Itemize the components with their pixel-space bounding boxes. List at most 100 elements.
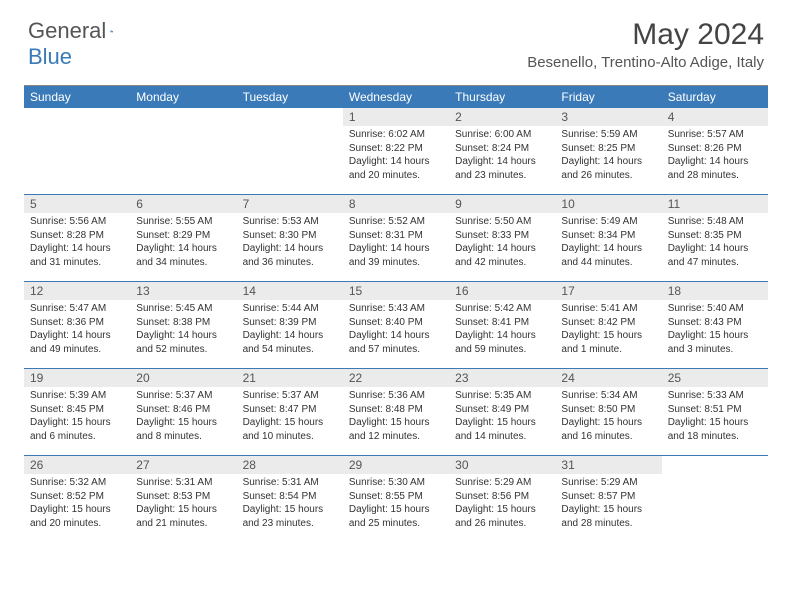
day-body: Sunrise: 5:31 AMSunset: 8:54 PMDaylight:… xyxy=(237,474,343,534)
sunrise-line: Sunrise: 5:45 AM xyxy=(136,302,230,316)
daylight-line-2: and 26 minutes. xyxy=(561,169,655,183)
sunrise-line: Sunrise: 5:31 AM xyxy=(243,476,337,490)
daylight-line-2: and 3 minutes. xyxy=(668,343,762,357)
sail-icon xyxy=(110,23,113,39)
daylight-line-2: and 39 minutes. xyxy=(349,256,443,270)
day-cell: 14Sunrise: 5:44 AMSunset: 8:39 PMDayligh… xyxy=(237,282,343,368)
day-body: Sunrise: 6:00 AMSunset: 8:24 PMDaylight:… xyxy=(449,126,555,186)
logo-subline: Blue xyxy=(28,44,72,70)
day-number: 15 xyxy=(343,282,449,300)
day-cell: 30Sunrise: 5:29 AMSunset: 8:56 PMDayligh… xyxy=(449,456,555,542)
sunset-line: Sunset: 8:41 PM xyxy=(455,316,549,330)
sunset-line: Sunset: 8:48 PM xyxy=(349,403,443,417)
sunset-line: Sunset: 8:51 PM xyxy=(668,403,762,417)
day-body: Sunrise: 5:32 AMSunset: 8:52 PMDaylight:… xyxy=(24,474,130,534)
day-number: 20 xyxy=(130,369,236,387)
day-body: Sunrise: 5:45 AMSunset: 8:38 PMDaylight:… xyxy=(130,300,236,360)
daylight-line-1: Daylight: 14 hours xyxy=(349,329,443,343)
day-body: Sunrise: 5:37 AMSunset: 8:47 PMDaylight:… xyxy=(237,387,343,447)
day-number: 13 xyxy=(130,282,236,300)
sunset-line: Sunset: 8:55 PM xyxy=(349,490,443,504)
daylight-line-2: and 18 minutes. xyxy=(668,430,762,444)
daylight-line-1: Daylight: 15 hours xyxy=(136,416,230,430)
sunrise-line: Sunrise: 5:47 AM xyxy=(30,302,124,316)
calendar-grid: ...1Sunrise: 6:02 AMSunset: 8:22 PMDayli… xyxy=(24,108,768,542)
day-number: 21 xyxy=(237,369,343,387)
weekday-tue: Tuesday xyxy=(237,86,343,108)
sunset-line: Sunset: 8:47 PM xyxy=(243,403,337,417)
weekday-row: Sunday Monday Tuesday Wednesday Thursday… xyxy=(24,86,768,108)
day-body: Sunrise: 5:50 AMSunset: 8:33 PMDaylight:… xyxy=(449,213,555,273)
daylight-line-2: and 34 minutes. xyxy=(136,256,230,270)
logo-text-blue: Blue xyxy=(28,44,72,69)
sunset-line: Sunset: 8:45 PM xyxy=(30,403,124,417)
daylight-line-1: Daylight: 14 hours xyxy=(30,329,124,343)
daylight-line-1: Daylight: 14 hours xyxy=(243,242,337,256)
sunrise-line: Sunrise: 5:33 AM xyxy=(668,389,762,403)
daylight-line-1: Daylight: 14 hours xyxy=(30,242,124,256)
day-body: Sunrise: 5:48 AMSunset: 8:35 PMDaylight:… xyxy=(662,213,768,273)
daylight-line-2: and 42 minutes. xyxy=(455,256,549,270)
day-body: Sunrise: 5:49 AMSunset: 8:34 PMDaylight:… xyxy=(555,213,661,273)
day-number: 6 xyxy=(130,195,236,213)
day-cell: 7Sunrise: 5:53 AMSunset: 8:30 PMDaylight… xyxy=(237,195,343,281)
day-number: 19 xyxy=(24,369,130,387)
daylight-line-1: Daylight: 14 hours xyxy=(668,155,762,169)
day-cell: 9Sunrise: 5:50 AMSunset: 8:33 PMDaylight… xyxy=(449,195,555,281)
logo: General xyxy=(28,18,132,44)
sunset-line: Sunset: 8:40 PM xyxy=(349,316,443,330)
sunset-line: Sunset: 8:29 PM xyxy=(136,229,230,243)
day-body: Sunrise: 5:59 AMSunset: 8:25 PMDaylight:… xyxy=(555,126,661,186)
day-cell: 8Sunrise: 5:52 AMSunset: 8:31 PMDaylight… xyxy=(343,195,449,281)
calendar-week: 19Sunrise: 5:39 AMSunset: 8:45 PMDayligh… xyxy=(24,368,768,455)
day-body: Sunrise: 5:52 AMSunset: 8:31 PMDaylight:… xyxy=(343,213,449,273)
day-number: 18 xyxy=(662,282,768,300)
weekday-wed: Wednesday xyxy=(343,86,449,108)
day-number: 16 xyxy=(449,282,555,300)
day-number: 22 xyxy=(343,369,449,387)
sunrise-line: Sunrise: 5:37 AM xyxy=(136,389,230,403)
daylight-line-1: Daylight: 15 hours xyxy=(30,416,124,430)
day-number: 29 xyxy=(343,456,449,474)
daylight-line-2: and 28 minutes. xyxy=(668,169,762,183)
calendar-week: 26Sunrise: 5:32 AMSunset: 8:52 PMDayligh… xyxy=(24,455,768,542)
day-number: 3 xyxy=(555,108,661,126)
location-text: Besenello, Trentino-Alto Adige, Italy xyxy=(527,54,764,71)
sunrise-line: Sunrise: 5:59 AM xyxy=(561,128,655,142)
daylight-line-2: and 6 minutes. xyxy=(30,430,124,444)
calendar-week: ...1Sunrise: 6:02 AMSunset: 8:22 PMDayli… xyxy=(24,108,768,194)
daylight-line-2: and 25 minutes. xyxy=(349,517,443,531)
day-body xyxy=(237,126,343,132)
sunrise-line: Sunrise: 5:52 AM xyxy=(349,215,443,229)
sunset-line: Sunset: 8:24 PM xyxy=(455,142,549,156)
sunset-line: Sunset: 8:39 PM xyxy=(243,316,337,330)
day-cell: 15Sunrise: 5:43 AMSunset: 8:40 PMDayligh… xyxy=(343,282,449,368)
day-cell: 28Sunrise: 5:31 AMSunset: 8:54 PMDayligh… xyxy=(237,456,343,542)
day-number: 31 xyxy=(555,456,661,474)
day-cell: 23Sunrise: 5:35 AMSunset: 8:49 PMDayligh… xyxy=(449,369,555,455)
day-body: Sunrise: 5:56 AMSunset: 8:28 PMDaylight:… xyxy=(24,213,130,273)
sunset-line: Sunset: 8:38 PM xyxy=(136,316,230,330)
day-cell: . xyxy=(24,108,130,194)
daylight-line-2: and 21 minutes. xyxy=(136,517,230,531)
day-number: 9 xyxy=(449,195,555,213)
day-body: Sunrise: 5:39 AMSunset: 8:45 PMDaylight:… xyxy=(24,387,130,447)
sunrise-line: Sunrise: 5:30 AM xyxy=(349,476,443,490)
sunset-line: Sunset: 8:52 PM xyxy=(30,490,124,504)
daylight-line-1: Daylight: 14 hours xyxy=(349,155,443,169)
daylight-line-1: Daylight: 15 hours xyxy=(349,416,443,430)
day-cell: 1Sunrise: 6:02 AMSunset: 8:22 PMDaylight… xyxy=(343,108,449,194)
day-body: Sunrise: 5:43 AMSunset: 8:40 PMDaylight:… xyxy=(343,300,449,360)
day-cell: 3Sunrise: 5:59 AMSunset: 8:25 PMDaylight… xyxy=(555,108,661,194)
daylight-line-2: and 36 minutes. xyxy=(243,256,337,270)
day-number: 7 xyxy=(237,195,343,213)
header: General May 2024 Besenello, Trentino-Alt… xyxy=(0,0,792,79)
sunrise-line: Sunrise: 5:42 AM xyxy=(455,302,549,316)
daylight-line-2: and 49 minutes. xyxy=(30,343,124,357)
daylight-line-2: and 54 minutes. xyxy=(243,343,337,357)
sunset-line: Sunset: 8:42 PM xyxy=(561,316,655,330)
sunset-line: Sunset: 8:46 PM xyxy=(136,403,230,417)
day-cell: 5Sunrise: 5:56 AMSunset: 8:28 PMDaylight… xyxy=(24,195,130,281)
day-cell: . xyxy=(237,108,343,194)
daylight-line-2: and 44 minutes. xyxy=(561,256,655,270)
